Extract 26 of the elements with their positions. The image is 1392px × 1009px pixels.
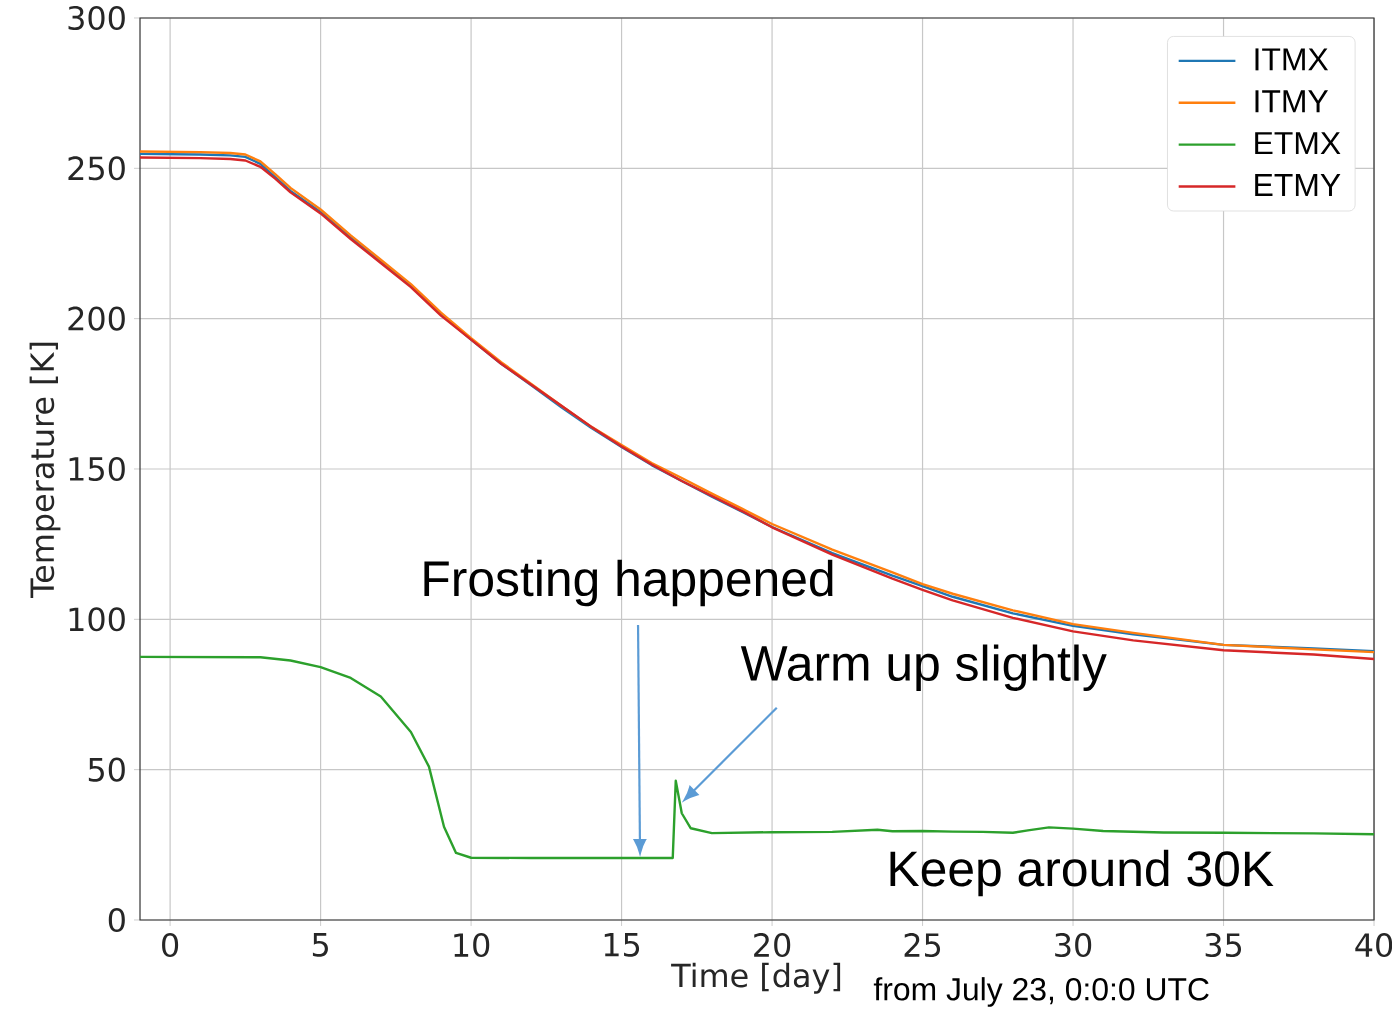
y-tick-label: 250 (68, 156, 125, 181)
annotation: Warm up slightly (740, 644, 1107, 691)
annotation: Frosting happened (424, 559, 833, 607)
text: from July 23, 0:0:0 UTC (873, 977, 1209, 1007)
y-axis-title: Temperature [K] (29, 342, 61, 599)
legend-label: ITMX (1255, 48, 1329, 71)
x-axis-title: Time [day] (671, 962, 841, 994)
x-tick-label: 5 (312, 933, 328, 957)
annotation: Keep around 30K (890, 849, 1274, 897)
x-tick-label: 40 (1355, 933, 1392, 958)
y-tick-label: 100 (69, 607, 125, 632)
x-tick-label: 35 (1205, 933, 1242, 958)
x-tick-label: 15 (604, 933, 640, 957)
y-tick-label: 200 (68, 306, 125, 331)
x-tick-label: 0 (162, 933, 179, 958)
x-tick-label: 25 (904, 933, 941, 958)
y-tick-label: 300 (68, 5, 125, 31)
legend-label: ETMY (1255, 174, 1341, 197)
legend-label: ETMX (1255, 132, 1341, 155)
y-tick-label: 50 (88, 757, 125, 782)
legend-label: ITMY (1255, 90, 1329, 113)
x-tick-label: 30 (1055, 933, 1092, 958)
y-tick-label: 150 (69, 456, 125, 482)
x-tick-label: 10 (454, 933, 490, 958)
x-tick-label: 20 (754, 933, 791, 958)
y-tick-label: 0 (108, 907, 125, 933)
